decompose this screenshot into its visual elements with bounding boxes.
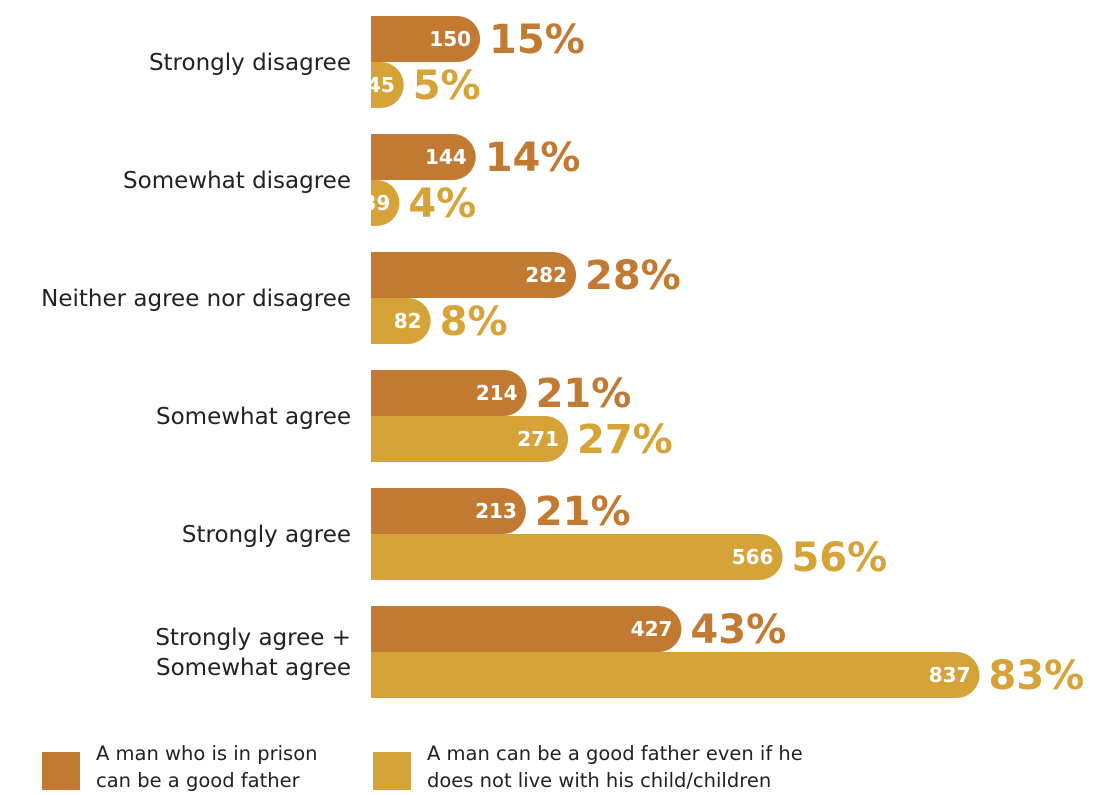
- legend-label-not-living: A man can be a good father even if he do…: [427, 740, 803, 794]
- bar-prison: [371, 134, 476, 180]
- legend-label-not-living-line1: A man can be a good father even if he: [427, 742, 803, 765]
- bar-count-label: 144: [425, 145, 467, 169]
- bar-percent-label: 5%: [413, 63, 481, 109]
- legend-swatch-not-living: [373, 752, 411, 790]
- bar-count-label: 837: [929, 663, 971, 687]
- bar-count-label: 213: [475, 499, 517, 523]
- category-label: Somewhat agree: [156, 404, 351, 430]
- bar-count-label: 39: [363, 191, 391, 215]
- bar-prison: [371, 488, 526, 534]
- bar-count-label: 214: [476, 381, 518, 405]
- legend-item-prison: A man who is in prison can be a good fat…: [42, 740, 318, 794]
- bar-prison: [371, 370, 527, 416]
- category-label-line: Strongly agree: [182, 522, 351, 548]
- bar-percent-label: 8%: [440, 299, 508, 345]
- category-label-line: Somewhat disagree: [123, 168, 351, 194]
- bar-not-living: [371, 534, 783, 580]
- category-label-line: Somewhat agree: [156, 404, 351, 430]
- bar-percent-label: 56%: [791, 535, 887, 581]
- bar-count-label: 566: [732, 545, 774, 569]
- bar-percent-label: 4%: [408, 181, 476, 227]
- legend-label-prison: A man who is in prison can be a good fat…: [96, 740, 318, 794]
- bar-not-living: [371, 62, 404, 108]
- bar-prison: [371, 16, 481, 62]
- bar-percent-label: 27%: [577, 417, 673, 463]
- bar-count-label: 271: [517, 427, 559, 451]
- bar-count-label: 82: [394, 309, 422, 333]
- legend-label-prison-line1: A man who is in prison: [96, 742, 318, 765]
- legend-label-not-living-line2: does not live with his child/children: [427, 769, 772, 792]
- bar-prison: [371, 252, 577, 298]
- category-label-line: Somewhat agree: [156, 655, 351, 681]
- category-label: Strongly agree: [182, 522, 351, 548]
- bar-prison: [371, 606, 682, 652]
- bar-count-label: 150: [429, 27, 471, 51]
- bar-count-label: 282: [525, 263, 567, 287]
- category-label: Strongly disagree: [149, 50, 351, 76]
- bar-not-living: [371, 298, 431, 344]
- category-label-line: Strongly agree +: [155, 625, 351, 651]
- legend-label-prison-line2: can be a good father: [96, 769, 300, 792]
- category-label: Somewhat disagree: [123, 168, 351, 194]
- bar-chart: Strongly disagree 150 15% 45 5% Somewhat disa…: [41, 16, 1084, 699]
- bar-not-living: [371, 652, 980, 698]
- category-label: Strongly agree + Somewhat agree: [155, 625, 351, 681]
- bar-percent-label: 21%: [535, 489, 631, 535]
- bar-not-living: [371, 416, 569, 462]
- category-label-line: Strongly disagree: [149, 50, 351, 76]
- bar-percent-label: 14%: [485, 135, 581, 181]
- bar-count-label: 427: [631, 617, 673, 641]
- bar-count-label: 45: [367, 73, 395, 97]
- bar-percent-label: 28%: [585, 253, 681, 299]
- category-label-line: Neither agree nor disagree: [41, 286, 351, 312]
- bar-percent-label: 43%: [690, 607, 786, 653]
- bar-percent-label: 15%: [489, 17, 585, 63]
- category-label: Neither agree nor disagree: [41, 286, 351, 312]
- bar-percent-label: 83%: [988, 653, 1084, 699]
- bar-not-living: [371, 180, 400, 226]
- legend-swatch-prison: [42, 752, 80, 790]
- legend-item-not-living: A man can be a good father even if he do…: [373, 740, 803, 794]
- bar-percent-label: 21%: [536, 371, 632, 417]
